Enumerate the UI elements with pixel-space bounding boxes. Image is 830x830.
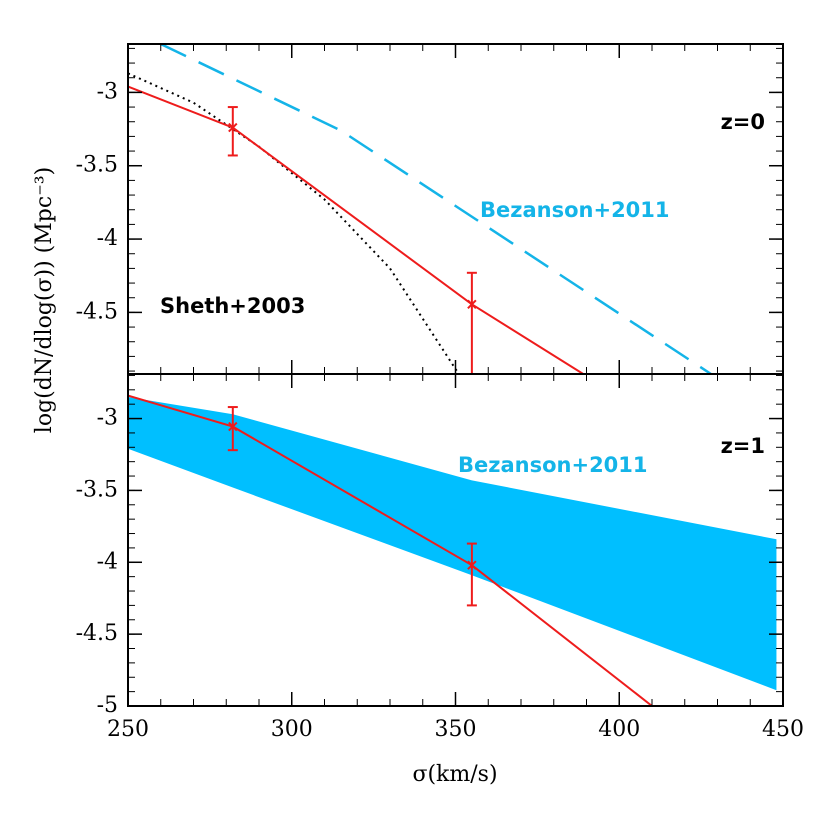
y-tick-label: -3 [97, 79, 118, 104]
x-axis-label: σ(km/s) [412, 762, 497, 787]
y-tick-label: -3.5 [76, 477, 118, 502]
x-tick-label: 450 [762, 717, 804, 742]
y-tick-label: -3.5 [76, 153, 118, 178]
annotation: Bezanson+2011 [458, 453, 648, 477]
y-tick-label: -4.5 [76, 299, 118, 324]
y-tick-label: -3 [97, 406, 118, 431]
band [128, 396, 777, 691]
y-tick-label: -4.5 [76, 621, 118, 646]
x-tick-label: 300 [271, 717, 313, 742]
annotation: z=0 [721, 110, 765, 134]
y-tick-label: -4 [97, 226, 118, 251]
annotation: z=1 [721, 434, 765, 458]
line [160, 44, 712, 374]
line [128, 394, 653, 706]
y-tick-label: -5 [97, 693, 118, 718]
plot-area [128, 394, 777, 706]
annotation: Bezanson+2011 [480, 198, 670, 222]
x-tick-label: 350 [435, 717, 477, 742]
y-axis-label: log(dN/dlog(σ)) (Mpc⁻³) [32, 167, 57, 433]
frame [127, 43, 784, 375]
line [128, 72, 460, 374]
line [128, 85, 584, 374]
annotation: Sheth+2003 [160, 294, 305, 318]
y-tick-label: -4 [97, 549, 118, 574]
x-tick-label: 400 [598, 717, 640, 742]
x-tick-label: 250 [107, 717, 149, 742]
